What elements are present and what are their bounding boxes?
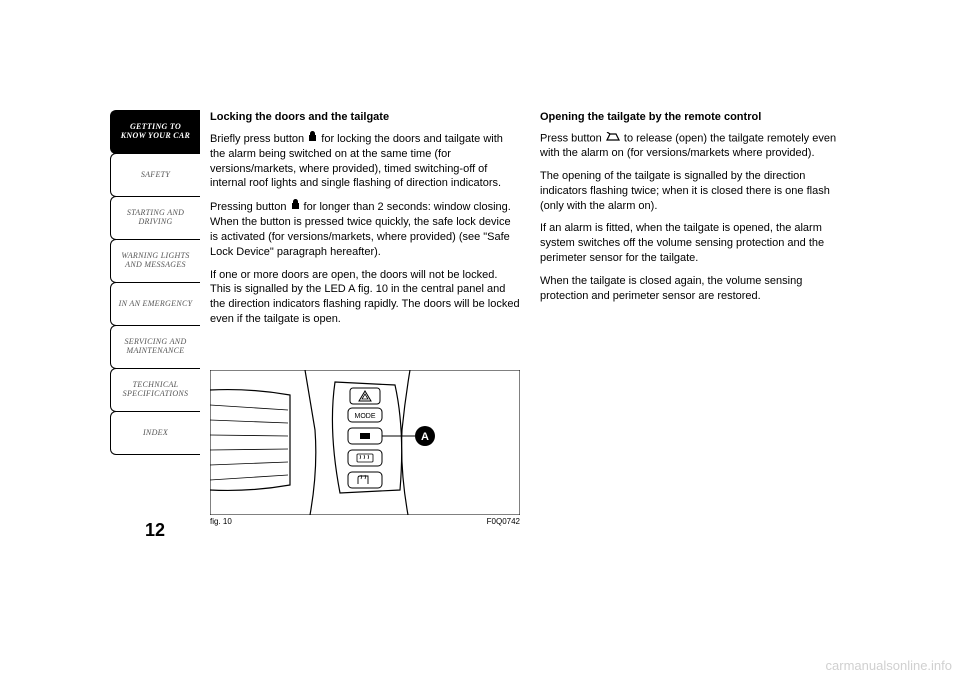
figure-label: fig. 10 xyxy=(210,517,232,526)
tab-servicing[interactable]: SERVICING ANDMAINTENANCE xyxy=(110,325,200,369)
tab-label: STARTING ANDDRIVING xyxy=(127,209,184,227)
mode-button-text: MODE xyxy=(355,413,376,420)
paragraph: Briefly press button for locking the doo… xyxy=(210,131,520,191)
column-left: Locking the doors and the tailgate Brief… xyxy=(210,110,520,335)
marker-a: A xyxy=(421,431,429,443)
watermark: carmanualsonline.info xyxy=(826,658,952,673)
tab-label: SAFETY xyxy=(141,171,170,180)
paragraph: If an alarm is fitted, when the tailgate… xyxy=(540,221,850,266)
paragraph: Pressing button for longer than 2 second… xyxy=(210,199,520,259)
tab-index[interactable]: INDEX xyxy=(110,411,200,455)
tab-technical[interactable]: TECHNICALSPECIFICATIONS xyxy=(110,368,200,412)
heading-locking: Locking the doors and the tailgate xyxy=(210,110,520,125)
tab-label: TECHNICALSPECIFICATIONS xyxy=(123,381,189,399)
paragraph: If one or more doors are open, the doors… xyxy=(210,268,520,327)
tailgate-icon xyxy=(606,131,620,146)
paragraph: Press button to release (open) the tailg… xyxy=(540,131,850,161)
page-number: 12 xyxy=(110,520,200,541)
paragraph: The opening of the tailgate is signalled… xyxy=(540,169,850,214)
tab-label: WARNING LIGHTSAND MESSAGES xyxy=(121,252,189,270)
figure-svg: MODE A xyxy=(210,370,520,515)
tab-safety[interactable]: SAFETY xyxy=(110,153,200,197)
tab-starting-driving[interactable]: STARTING ANDDRIVING xyxy=(110,196,200,240)
tab-emergency[interactable]: IN AN EMERGENCY xyxy=(110,282,200,326)
tab-getting-to-know[interactable]: GETTING TOKNOW YOUR CAR xyxy=(110,110,200,154)
figure-10: MODE A fig. 10 F0Q0742 xyxy=(210,370,520,526)
tab-label: SERVICING ANDMAINTENANCE xyxy=(124,338,186,356)
tab-label: GETTING TOKNOW YOUR CAR xyxy=(121,123,190,141)
tab-warning-lights[interactable]: WARNING LIGHTSAND MESSAGES xyxy=(110,239,200,283)
column-right: Opening the tailgate by the remote contr… xyxy=(540,110,850,312)
lock-icon xyxy=(291,199,300,215)
tab-label: IN AN EMERGENCY xyxy=(119,300,193,309)
figure-code: F0Q0742 xyxy=(487,517,520,526)
lock-icon xyxy=(308,131,317,147)
heading-opening: Opening the tailgate by the remote contr… xyxy=(540,110,850,125)
paragraph: When the tailgate is closed again, the v… xyxy=(540,274,850,304)
sidebar-tabs: GETTING TOKNOW YOUR CAR SAFETY STARTING … xyxy=(110,110,200,454)
tab-label: INDEX xyxy=(143,429,168,438)
